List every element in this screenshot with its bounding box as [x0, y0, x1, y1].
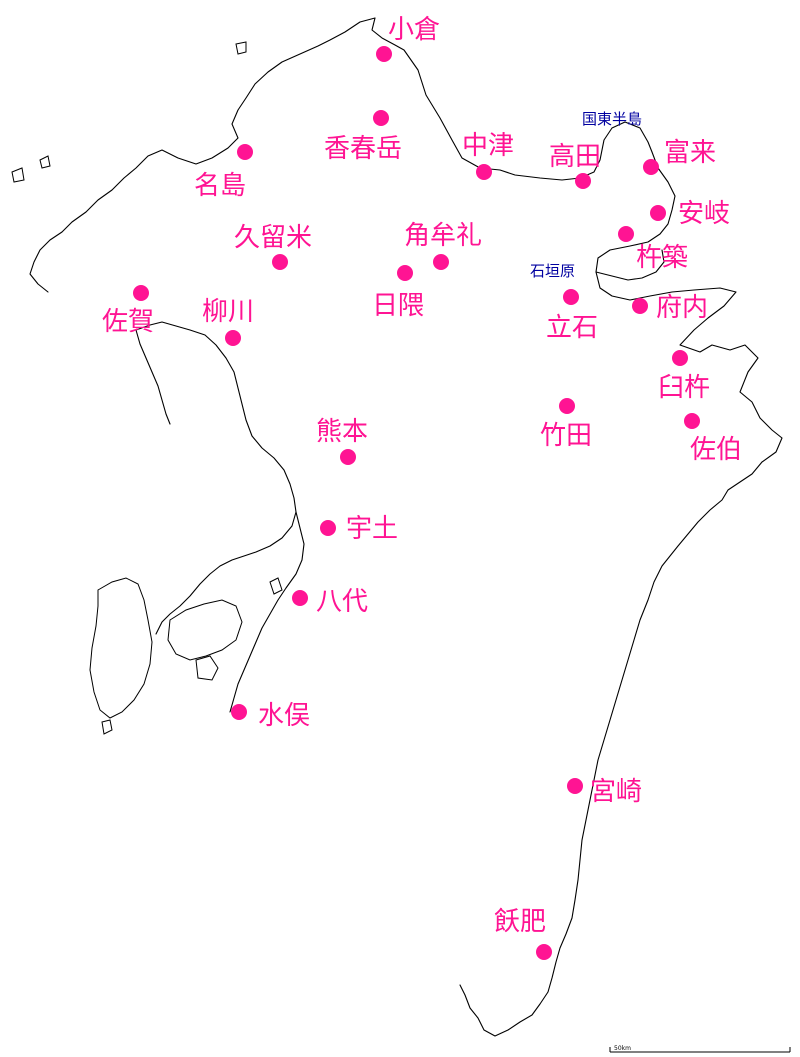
city-marker-tateishi	[563, 289, 579, 305]
city-marker-funai	[632, 298, 648, 314]
city-label-yatsushiro: 八代	[316, 587, 368, 617]
city-label-saga: 佐賀	[102, 307, 154, 337]
region-label-kunisaki: 国東半島	[582, 110, 642, 128]
island-north-1	[235, 41, 247, 55]
city-marker-obi	[536, 944, 552, 960]
city-marker-miyazaki	[567, 778, 583, 794]
city-marker-tomiku	[643, 159, 659, 175]
island-small-3	[269, 577, 283, 595]
city-label-obi: 飫肥	[494, 907, 546, 937]
city-label-hita: 日隈	[372, 291, 424, 321]
city-marker-kokura	[376, 46, 392, 62]
city-label-yanagawa: 柳川	[202, 297, 254, 327]
coastline-northwest	[29, 17, 376, 293]
city-label-tateishi: 立石	[546, 313, 598, 343]
city-label-nakatsu: 中津	[462, 131, 514, 161]
city-label-najima: 名島	[194, 171, 246, 201]
city-label-miyazaki: 宮崎	[590, 777, 642, 807]
city-marker-najima	[237, 144, 253, 160]
coastline-yatsushiro	[229, 511, 305, 713]
city-marker-tsunomure	[433, 254, 449, 270]
city-marker-yanagawa	[225, 330, 241, 346]
city-label-aki: 安岐	[678, 199, 730, 229]
scale-bar: 50km	[609, 1045, 791, 1053]
city-marker-nakatsu	[476, 164, 492, 180]
coastline-beppu-bay	[595, 249, 665, 281]
island-amakusa-kamishima	[167, 599, 243, 661]
island-west-1	[11, 167, 25, 183]
city-label-takada: 高田	[549, 142, 601, 172]
city-marker-yatsushiro	[292, 590, 308, 606]
city-marker-usuki	[672, 350, 688, 366]
city-label-minamata: 水俣	[258, 701, 310, 731]
city-label-kurume: 久留米	[234, 223, 312, 253]
city-label-saiki: 佐伯	[690, 435, 742, 465]
island-amakusa-shimoshima	[89, 577, 153, 719]
city-marker-taketa	[559, 398, 575, 414]
city-marker-kawaradake	[373, 110, 389, 126]
city-label-usuki: 臼杵	[658, 373, 710, 403]
city-marker-takada	[575, 173, 591, 189]
city-label-kumamoto: 熊本	[316, 417, 368, 447]
city-marker-kitsuki	[618, 226, 634, 242]
city-marker-aki	[650, 205, 666, 221]
city-marker-uto	[320, 520, 336, 536]
city-label-kawaradake: 香春岳	[324, 134, 402, 164]
city-marker-minamata	[231, 704, 247, 720]
city-marker-kumamoto	[340, 449, 356, 465]
coastline-main	[371, 17, 783, 1037]
island-small-1	[195, 655, 219, 681]
coastline-shimabara	[135, 329, 171, 425]
city-label-taketa: 竹田	[540, 421, 592, 451]
coastline-ariake	[135, 321, 297, 635]
city-marker-saiki	[684, 413, 700, 429]
city-marker-saga	[133, 285, 149, 301]
region-label-ishigakibaru: 石垣原	[530, 262, 575, 280]
city-label-kitsuki: 杵築	[636, 243, 688, 273]
city-marker-kurume	[272, 254, 288, 270]
city-label-tomiku: 富来	[664, 138, 716, 168]
city-marker-hita	[397, 265, 413, 281]
island-west-2	[39, 155, 51, 169]
city-markers	[133, 46, 700, 960]
city-label-uto: 宇土	[346, 514, 398, 544]
city-label-tsunomure: 角牟礼	[404, 221, 482, 251]
scale-label: 50km	[614, 1045, 631, 1052]
city-label-funai: 府内	[656, 293, 708, 323]
island-small-2	[101, 719, 113, 735]
city-label-kokura: 小倉	[388, 15, 440, 45]
